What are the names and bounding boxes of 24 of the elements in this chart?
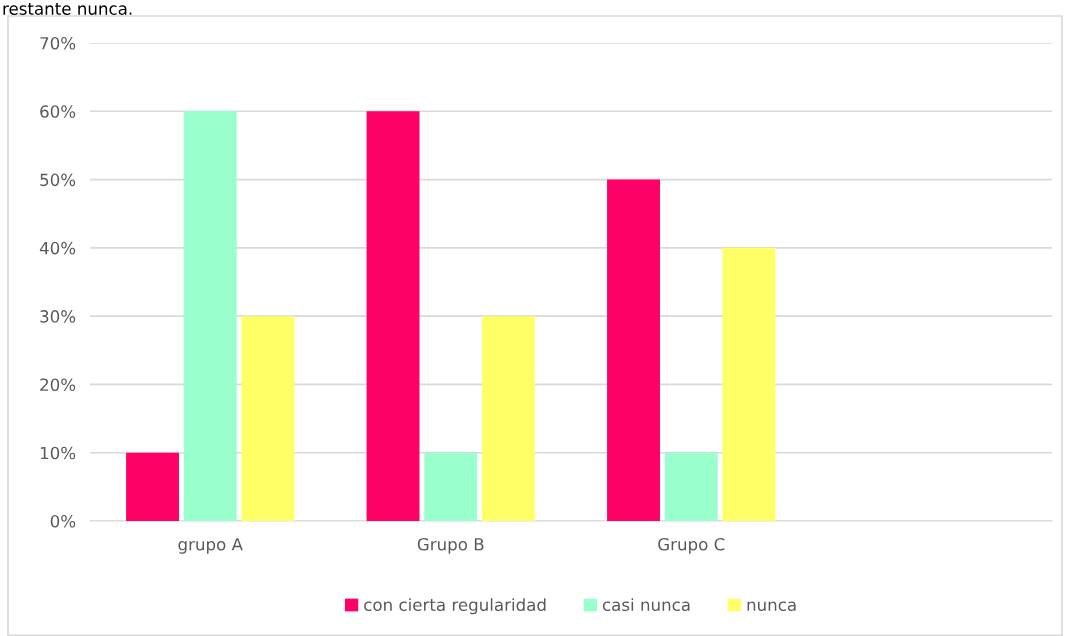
bar xyxy=(664,452,718,521)
y-tick-label: 30% xyxy=(40,310,76,323)
y-tick-label: 70% xyxy=(40,36,76,50)
y-tick-label: 0% xyxy=(50,514,76,528)
x-tick-label: grupo A xyxy=(178,538,243,554)
legend-label: nunca xyxy=(747,601,796,612)
bar xyxy=(126,452,179,521)
y-tick-label: 40% xyxy=(39,241,76,255)
bar xyxy=(482,316,535,521)
bar xyxy=(183,111,237,521)
x-tick-label: Grupo C xyxy=(658,537,725,554)
bar xyxy=(424,452,478,521)
y-tick-label: 60% xyxy=(40,105,76,118)
text: restante nunca. xyxy=(3,2,132,15)
y-tick-label: 20% xyxy=(40,378,76,391)
y-tick-label: 10% xyxy=(40,446,76,460)
bar xyxy=(607,179,660,521)
bar xyxy=(366,111,420,521)
legend-label: con cierta regularidad xyxy=(364,598,546,615)
bar xyxy=(722,247,776,521)
y-tick-label: 50% xyxy=(40,173,76,187)
legend-label: casi nunca xyxy=(602,598,690,612)
x-tick-label: Grupo B xyxy=(417,537,484,554)
bar xyxy=(241,316,295,521)
